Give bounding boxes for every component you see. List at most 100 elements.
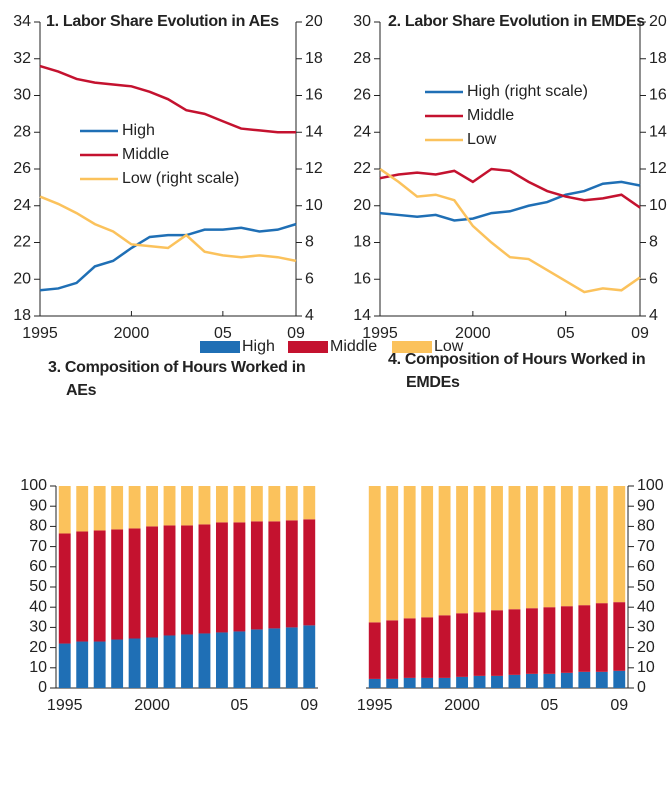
chart-title: 2. Labor Share Evolution in EMDEs [388,13,645,30]
chart-title: 1. Labor Share Evolution in AEs [46,13,279,30]
bar-segment [163,525,176,636]
y-tick-label: 18 [13,307,31,324]
y-tick-label: 60 [29,558,47,575]
bar-segment [543,607,556,674]
legend-label: Middle [330,338,377,355]
bar-segment [268,628,281,688]
y-tick-label: 90 [29,497,47,514]
bar-segment [473,486,486,613]
legend-swatch [288,341,328,353]
x-tick-label: 09 [300,697,318,714]
line-series [379,167,641,209]
chart-title: 4. Composition of Hours Worked in EMDEs [388,351,646,391]
bar-segment [163,635,176,688]
x-tick-label: 05 [214,325,232,342]
y-tick-label: 18 [649,50,667,67]
bar-segment [438,486,451,616]
y-tick-label: 10 [29,659,47,676]
legend-swatch [392,341,432,353]
bar-segment [128,486,141,529]
bar-segment [58,643,71,688]
y-tick-label: 4 [649,307,658,324]
bar-segment [146,526,159,638]
y-tick-label: 30 [13,87,31,104]
bar-segment [473,612,486,676]
line-series [39,195,297,263]
bar-segment [303,519,316,626]
bar-segment [421,617,434,678]
bar-segment [250,629,263,688]
line-series [379,167,641,294]
bar-segment [456,486,469,614]
bar-segment [386,678,399,688]
y-tick-label: 24 [13,197,31,214]
y-tick-label: 40 [29,598,47,615]
bar-segment [525,608,538,674]
bar-segment [233,486,246,523]
y-tick-label: 10 [649,197,667,214]
bar-segment [250,521,263,630]
bar-segment [146,637,159,688]
legend-label: High [242,338,275,355]
y-tick-label: 20 [637,639,655,656]
y-tick-label: 10 [305,197,323,214]
bar-segment [181,634,193,688]
bar-segment [560,486,573,607]
bar-segment [233,631,246,688]
y-tick-label: 12 [649,160,667,177]
y-tick-label: 8 [305,234,314,251]
y-tick-label: 20 [649,13,667,30]
legend-label: Middle [122,146,169,163]
y-tick-label: 22 [353,160,371,177]
y-tick-label: 26 [353,87,371,104]
y-tick-label: 24 [353,123,371,140]
bar-segment [215,632,228,688]
bar-segment [421,677,434,688]
bar-segment [456,676,469,688]
y-tick-label: 70 [29,538,47,555]
bar-segment [198,633,211,688]
y-tick-label: 40 [637,598,655,615]
x-tick-label: 2000 [114,325,150,342]
bar-segment [76,531,89,642]
legend-label: Low [434,338,464,355]
bar-segment [215,486,228,523]
y-tick-label: 18 [305,50,323,67]
y-tick-label: 16 [649,87,667,104]
bar-segment [198,524,211,634]
y-tick-label: 60 [637,558,655,575]
legend-label: High (right scale) [467,83,588,100]
y-tick-label: 20 [353,197,371,214]
bar-segment [421,486,434,618]
x-tick-label: 05 [231,697,249,714]
bar-segment [181,525,193,635]
legend-label: Low (right scale) [122,170,239,187]
bar-segment [128,638,141,688]
bar-segment [285,486,298,521]
y-tick-label: 100 [637,477,664,494]
y-tick-label: 10 [637,659,655,676]
y-tick-label: 32 [13,50,31,67]
bar-segment [93,530,106,642]
y-tick-label: 6 [305,270,314,287]
bar-segment [560,606,573,673]
y-tick-label: 30 [29,619,47,636]
bar-segment [303,625,316,688]
y-tick-label: 100 [20,477,47,494]
bar-segment [613,486,626,603]
x-tick-label: 09 [287,325,305,342]
y-tick-label: 28 [13,123,31,140]
y-tick-label: 80 [637,518,655,535]
y-tick-label: 14 [649,123,667,140]
y-tick-label: 80 [29,518,47,535]
bar-segment [146,486,159,527]
bar-segment [613,602,626,671]
bar-segment [543,673,556,688]
x-tick-label: 1995 [362,325,398,342]
y-tick-label: 16 [305,87,323,104]
bar-segment [595,671,608,688]
bar-segment [508,674,521,688]
x-tick-label: 1995 [47,697,83,714]
